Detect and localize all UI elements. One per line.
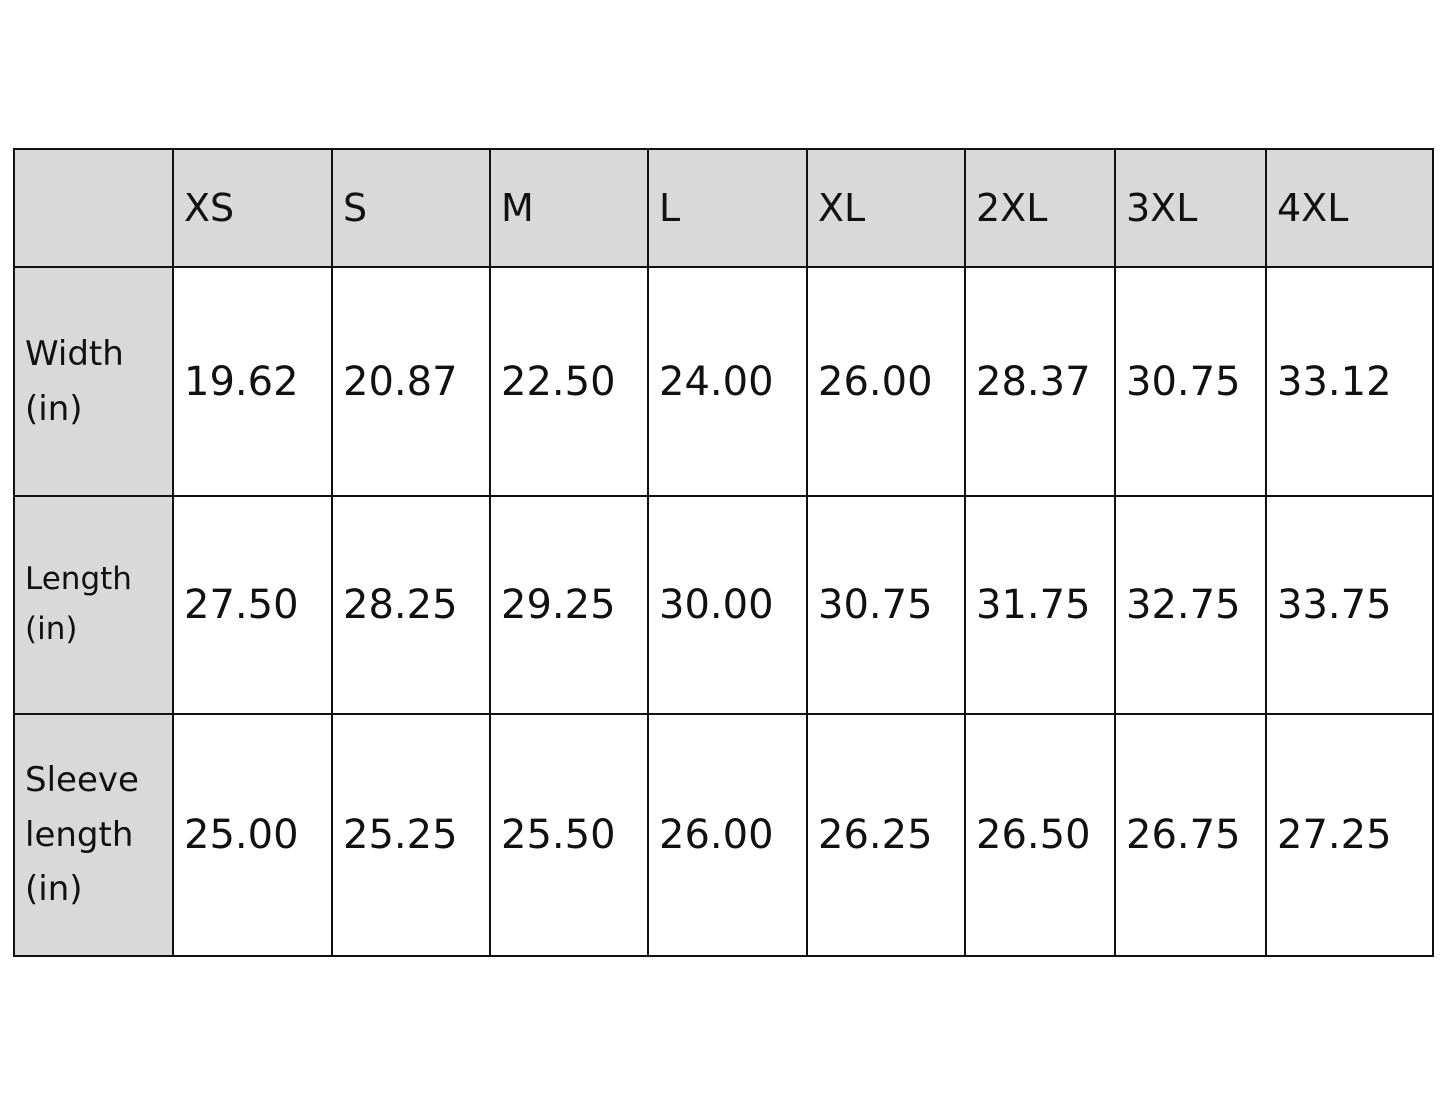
measurement-cell: 31.75	[964, 495, 1116, 715]
measurement-cell: 26.00	[647, 713, 808, 957]
table-row: Length (in) 27.50 28.25 29.25 30.00 30.75 31.7…	[13, 495, 1434, 715]
row-label-cell: Sleeve length (in)	[13, 713, 174, 957]
measurement-cell: 30.75	[806, 495, 966, 715]
header-row: XS S M L XL 2XL 3XL 4XL	[13, 148, 1434, 268]
measurement-cell: 30.00	[647, 495, 808, 715]
row-label-cell: Length (in)	[13, 495, 174, 715]
measurement-cell: 26.25	[806, 713, 966, 957]
measurement-cell: 29.25	[489, 495, 649, 715]
table-row: Sleeve length (in) 25.00 25.25 25.50 26.00 26…	[13, 713, 1434, 957]
measurement-cell: 25.25	[331, 713, 491, 957]
table-row: Width (in) 19.62 20.87 22.50 24.00 26.00 28.37…	[13, 266, 1434, 497]
size-chart-table: XS S M L XL 2XL 3XL 4XL Width (in) 19.62 20.87 22.5…	[13, 148, 1434, 957]
measurement-cell: 22.50	[489, 266, 649, 497]
measurement-cell: 33.12	[1265, 266, 1434, 497]
size-header-cell: L	[647, 148, 808, 268]
size-header-cell: M	[489, 148, 649, 268]
measurement-cell: 25.50	[489, 713, 649, 957]
measurement-cell: 26.00	[806, 266, 966, 497]
measurement-cell: 24.00	[647, 266, 808, 497]
size-header-cell: 4XL	[1265, 148, 1434, 268]
size-header-cell: 2XL	[964, 148, 1116, 268]
measurement-cell: 27.25	[1265, 713, 1434, 957]
measurement-cell: 20.87	[331, 266, 491, 497]
size-header-cell: XL	[806, 148, 966, 268]
measurement-cell: 26.75	[1114, 713, 1267, 957]
row-label-cell: Width (in)	[13, 266, 174, 497]
measurement-cell: 32.75	[1114, 495, 1267, 715]
size-header-cell: S	[331, 148, 491, 268]
measurement-cell: 30.75	[1114, 266, 1267, 497]
measurement-cell: 33.75	[1265, 495, 1434, 715]
measurement-cell: 28.25	[331, 495, 491, 715]
measurement-cell: 25.00	[172, 713, 333, 957]
measurement-cell: 19.62	[172, 266, 333, 497]
size-header-cell: XS	[172, 148, 333, 268]
measurement-cell: 28.37	[964, 266, 1116, 497]
measurement-cell: 27.50	[172, 495, 333, 715]
corner-header-cell	[13, 148, 174, 268]
size-header-cell: 3XL	[1114, 148, 1267, 268]
measurement-cell: 26.50	[964, 713, 1116, 957]
